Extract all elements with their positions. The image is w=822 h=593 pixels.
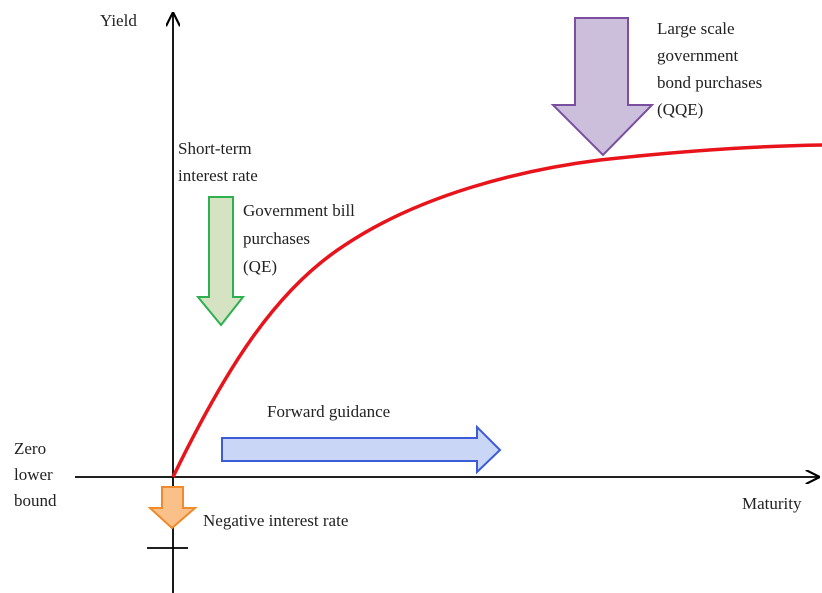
qqe-arrow bbox=[550, 17, 655, 157]
qe-arrow bbox=[195, 196, 246, 327]
x-axis-label: Maturity bbox=[742, 494, 802, 513]
short-term-label: interest rate bbox=[178, 166, 258, 185]
forward-arrow bbox=[221, 424, 502, 475]
qe-label: (QE) bbox=[243, 257, 277, 276]
zero-bound-label: lower bbox=[14, 465, 53, 484]
qe-label: Government bill bbox=[243, 201, 355, 220]
yield-curve bbox=[171, 143, 822, 478]
zero-bound-label: bound bbox=[14, 491, 57, 510]
negative-arrow bbox=[147, 486, 198, 530]
qqe-label: Large scale bbox=[657, 19, 735, 38]
short-term-label: Short-term bbox=[178, 139, 252, 158]
forward-label: Forward guidance bbox=[267, 402, 390, 421]
qqe-label: (QQE) bbox=[657, 100, 703, 119]
qe-label: purchases bbox=[243, 229, 310, 248]
zero-bound-label: Zero bbox=[14, 439, 46, 458]
negative-label: Negative interest rate bbox=[203, 511, 348, 530]
qqe-label: bond purchases bbox=[657, 73, 762, 92]
y-axis-label: Yield bbox=[100, 11, 137, 30]
qqe-label: government bbox=[657, 46, 738, 65]
